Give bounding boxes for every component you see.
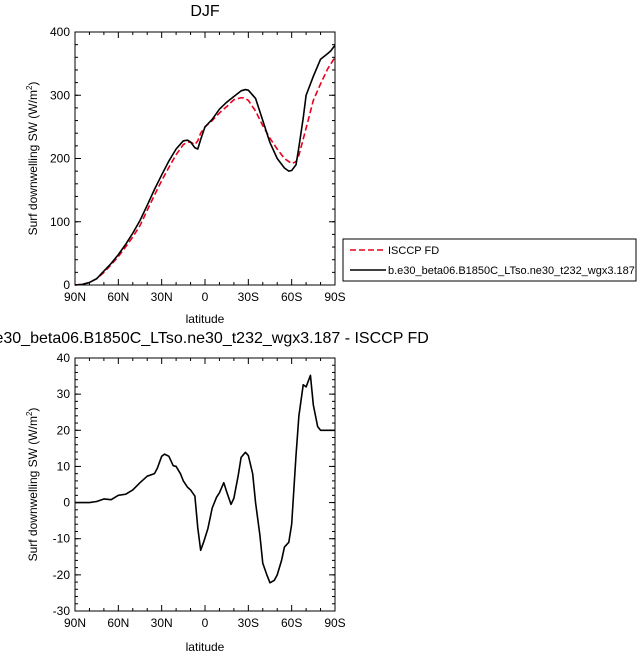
top-chart-y-tick-label: 100	[50, 215, 70, 229]
bottom-chart-title: b.e30_beta06.B1850C_LTso.ne30_t232_wgx3.…	[0, 330, 429, 347]
legend-box	[342, 238, 637, 282]
top-chart-x-axis: 90N 60N 30N 0 30S 60S 90S	[64, 32, 346, 304]
bottom-chart-plot-area	[75, 374, 335, 584]
legend-label-isccp-fd: ISCCP FD	[388, 245, 439, 257]
bottom-chart: b.e30_beta06.B1850C_LTso.ne30_t232_wgx3.…	[0, 330, 429, 654]
top-chart-y-tick-label: 0	[63, 278, 70, 292]
top-chart-plot-area	[74, 44, 336, 286]
top-chart-y-axis: 0 100 200 300 400	[50, 25, 335, 292]
top-chart-x-tick-label: 30S	[238, 290, 259, 304]
bottom-chart-y-axis-label: Surf downwelling SW (W/m2)	[25, 408, 40, 562]
top-chart-y-tick-label: 400	[50, 25, 70, 39]
bottom-chart-y-axis-label-sup: 2	[25, 411, 34, 416]
top-chart-y-tick-label: 300	[50, 88, 70, 102]
top-chart-title: DJF	[190, 3, 220, 20]
top-chart-series-line-1	[74, 44, 336, 286]
bottom-chart-x-tick-label: 60S	[281, 616, 302, 630]
bottom-chart-x-tick-label: 90S	[324, 616, 345, 630]
bottom-chart-x-tick-label: 60N	[107, 616, 129, 630]
top-chart-y-axis-label-close: )	[26, 82, 40, 86]
top-chart-x-tick-label: 30N	[151, 290, 173, 304]
bottom-chart-y-tick-label: -30	[53, 604, 71, 618]
legend-label-model: b.e30_beta06.B1850C_LTso.ne30_t232_wgx3.…	[388, 265, 635, 277]
bottom-chart-y-tick-label: 40	[57, 351, 71, 365]
bottom-chart-x-axis-label: latitude	[186, 640, 225, 654]
bottom-chart-x-axis: 90N 60N 30N 0 30S 60S 90S	[64, 358, 346, 630]
top-chart-y-axis-label-sup: 2	[25, 85, 34, 90]
legend: ISCCP FD b.e30_beta06.B1850C_LTso.ne30_t…	[342, 238, 637, 282]
top-chart-x-tick-label: 60S	[281, 290, 302, 304]
bottom-chart-y-axis: -30 -20 -10 0 10 20 30 40	[53, 351, 335, 618]
top-chart-frame	[74, 31, 336, 286]
bottom-chart-x-tick-label: 0	[202, 616, 209, 630]
top-chart-y-axis-label: Surf downwelling SW (W/m2)	[25, 82, 40, 236]
bottom-chart-x-tick-label: 90N	[64, 616, 86, 630]
bottom-chart-series-line-0	[75, 374, 335, 584]
top-chart-x-tick-label: 60N	[107, 290, 129, 304]
bottom-chart-y-tick-label: 10	[57, 459, 71, 473]
top-chart-x-tick-label: 90S	[324, 290, 345, 304]
top-chart: DJF 90N 60N 30N 0 30S 60S 90S 0 100 200 300 400 la…	[25, 3, 346, 326]
bottom-chart-frame	[74, 357, 336, 612]
top-chart-x-axis-label: latitude	[186, 312, 225, 326]
bottom-chart-y-tick-label: 0	[63, 496, 70, 510]
top-chart-x-tick-label: 0	[202, 290, 209, 304]
top-chart-x-tick-label: 90N	[64, 290, 86, 304]
bottom-chart-x-tick-label: 30N	[151, 616, 173, 630]
bottom-chart-y-tick-label: 20	[57, 423, 71, 437]
top-chart-y-tick-label: 200	[50, 152, 70, 166]
top-chart-y-axis-label-main: Surf downwelling SW (W/m	[26, 90, 40, 235]
bottom-chart-y-tick-label: -10	[53, 532, 71, 546]
bottom-chart-y-axis-label-close: )	[26, 408, 40, 412]
bottom-chart-y-tick-label: 30	[57, 387, 71, 401]
bottom-chart-y-axis-label-main: Surf downwelling SW (W/m	[26, 416, 40, 561]
top-chart-series-line-0	[74, 56, 336, 286]
bottom-chart-y-tick-label: -20	[53, 568, 71, 582]
bottom-chart-x-tick-label: 30S	[238, 616, 259, 630]
